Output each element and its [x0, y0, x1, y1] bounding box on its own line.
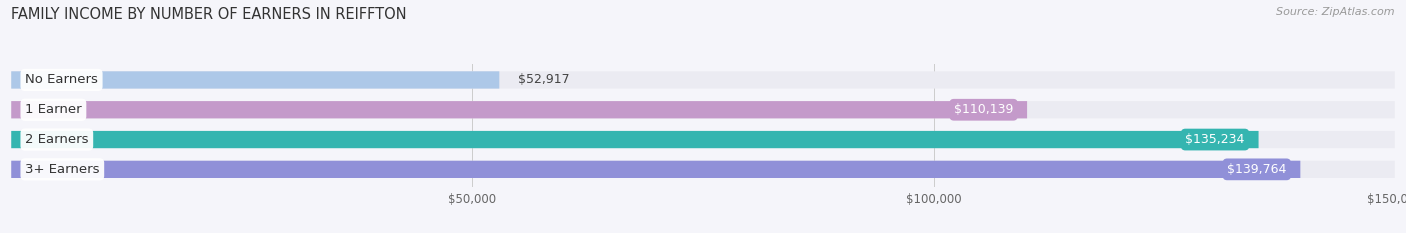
Text: 3+ Earners: 3+ Earners — [25, 163, 100, 176]
Text: Source: ZipAtlas.com: Source: ZipAtlas.com — [1277, 7, 1395, 17]
Text: $110,139: $110,139 — [953, 103, 1014, 116]
FancyBboxPatch shape — [11, 161, 1301, 178]
FancyBboxPatch shape — [11, 131, 1258, 148]
Text: No Earners: No Earners — [25, 73, 98, 86]
FancyBboxPatch shape — [11, 101, 1028, 118]
Text: 1 Earner: 1 Earner — [25, 103, 82, 116]
FancyBboxPatch shape — [11, 131, 1395, 148]
FancyBboxPatch shape — [11, 71, 499, 89]
FancyBboxPatch shape — [11, 161, 1395, 178]
FancyBboxPatch shape — [11, 71, 1395, 89]
FancyBboxPatch shape — [11, 101, 1395, 118]
Text: $139,764: $139,764 — [1227, 163, 1286, 176]
Text: $135,234: $135,234 — [1185, 133, 1244, 146]
Text: $52,917: $52,917 — [517, 73, 569, 86]
Text: FAMILY INCOME BY NUMBER OF EARNERS IN REIFFTON: FAMILY INCOME BY NUMBER OF EARNERS IN RE… — [11, 7, 406, 22]
Text: 2 Earners: 2 Earners — [25, 133, 89, 146]
